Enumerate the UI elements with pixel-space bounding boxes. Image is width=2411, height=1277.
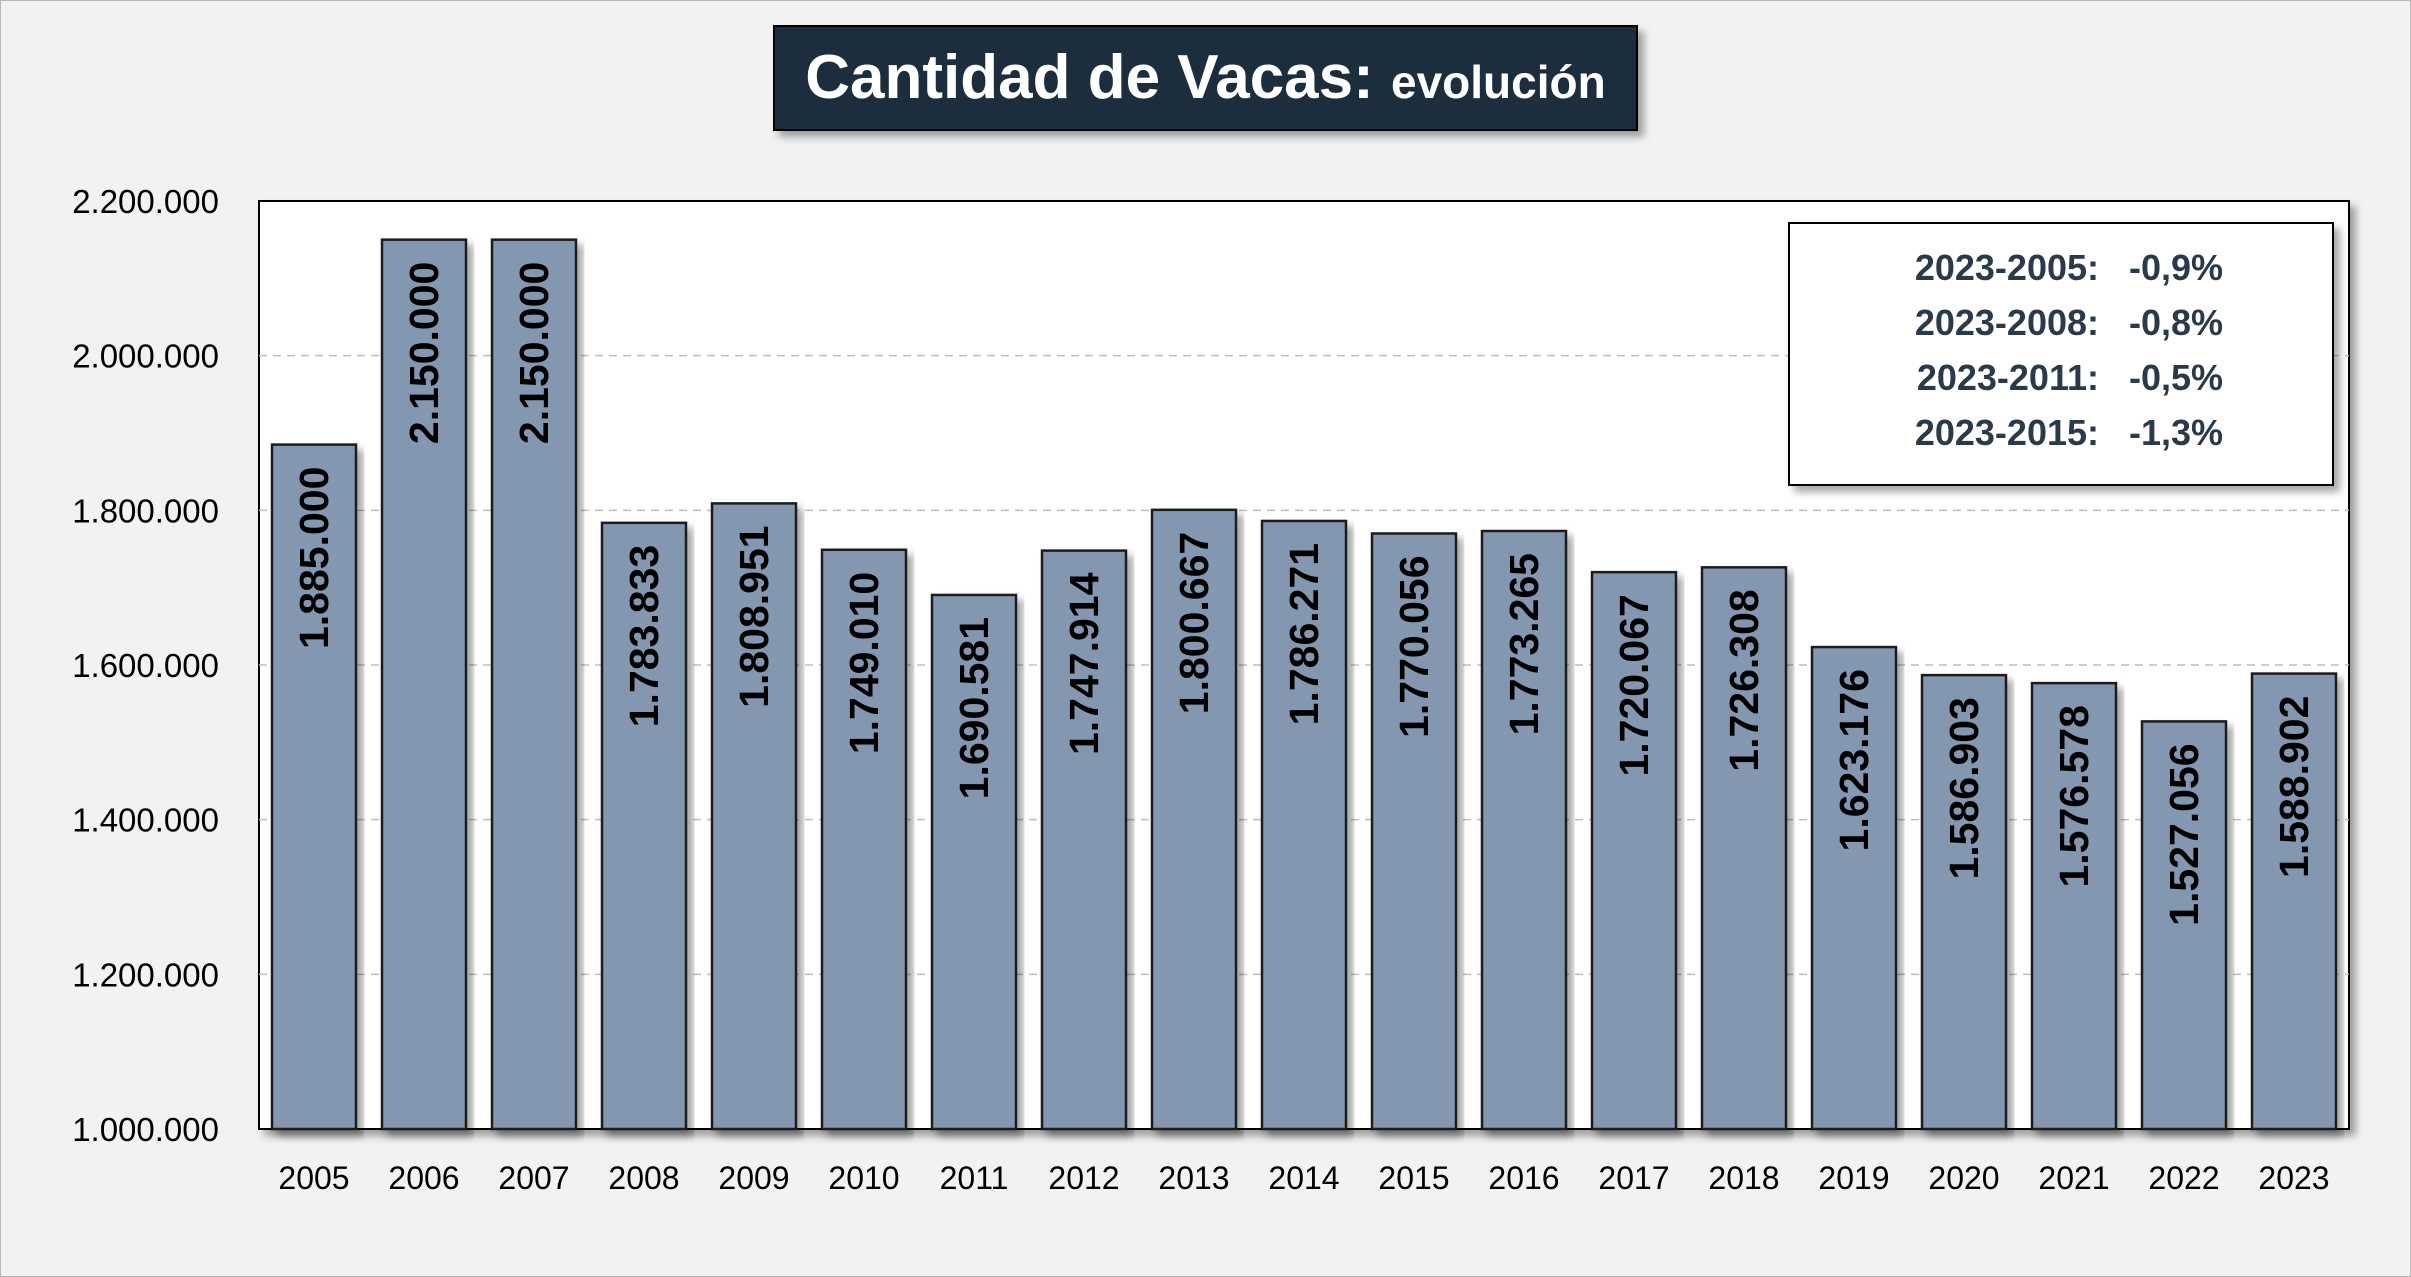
chart-subtitle: evolución — [1391, 56, 1606, 108]
x-tick-label: 2009 — [718, 1160, 789, 1196]
x-tick-label: 2017 — [1598, 1160, 1669, 1196]
y-tick-label: 2.000.000 — [72, 338, 219, 375]
y-tick-label: 1.000.000 — [72, 1111, 219, 1148]
y-tick-label: 1.600.000 — [72, 647, 219, 684]
x-tick-label: 2007 — [498, 1160, 569, 1196]
x-tick-label: 2014 — [1268, 1160, 1339, 1196]
x-tick-label: 2023 — [2258, 1160, 2329, 1196]
bar — [710, 502, 798, 1131]
annotation-period: 2023-2008: — [1915, 302, 2099, 343]
bar — [1480, 529, 1568, 1131]
bar-value-label: 1.749.010 — [841, 572, 887, 754]
x-tick-label: 2008 — [608, 1160, 679, 1196]
bar — [380, 238, 468, 1131]
bar — [1370, 532, 1458, 1131]
title-box — [773, 25, 1638, 131]
x-tick-label: 2011 — [940, 1160, 1009, 1196]
bar — [490, 238, 578, 1131]
bar-value-label: 2.150.000 — [511, 262, 557, 444]
bar-value-label: 1.885.000 — [291, 467, 337, 649]
bar — [2030, 681, 2118, 1131]
x-tick-label: 2015 — [1378, 1160, 1449, 1196]
bar-value-label: 1.773.265 — [1501, 553, 1547, 735]
bar-value-label: 1.720.067 — [1611, 594, 1657, 776]
bar — [1040, 549, 1128, 1131]
bar-value-label: 1.576.578 — [2051, 705, 2097, 887]
bar — [1590, 570, 1678, 1131]
annotation-box — [1788, 222, 2334, 486]
x-tick-label: 2016 — [1488, 1160, 1559, 1196]
bar-value-label: 1.588.902 — [2271, 696, 2317, 878]
x-tick-label: 2012 — [1048, 1160, 1119, 1196]
chart-title-main: Cantidad de Vacas: — [805, 43, 1391, 112]
y-tick-label: 1.800.000 — [72, 492, 219, 529]
bar-value-label: 1.690.581 — [951, 617, 997, 799]
annotation-value: -1,3% — [2129, 412, 2223, 453]
annotation-period: 2023-2011: — [1917, 357, 2099, 398]
x-tick-label: 2018 — [1708, 1160, 1779, 1196]
annotation-value: -0,5% — [2129, 357, 2223, 398]
bar — [1260, 519, 1348, 1131]
y-tick-label: 1.200.000 — [72, 956, 219, 993]
x-tick-label: 2005 — [278, 1160, 349, 1196]
bar-value-label: 1.726.308 — [1721, 589, 1767, 771]
bar — [1150, 508, 1238, 1131]
annotation-period: 2023-2005: — [1915, 247, 2099, 288]
x-tick-label: 2019 — [1818, 1160, 1889, 1196]
bar — [1700, 566, 1788, 1131]
y-tick-label: 1.400.000 — [72, 802, 219, 839]
bar-value-label: 1.770.056 — [1391, 555, 1437, 737]
x-tick-label: 2013 — [1158, 1160, 1229, 1196]
bar-value-label: 1.783.833 — [621, 545, 667, 727]
bar — [820, 548, 908, 1131]
bar-value-label: 1.623.176 — [1831, 669, 1877, 851]
x-tick-label: 2020 — [1928, 1160, 1999, 1196]
x-tick-label: 2010 — [828, 1160, 899, 1196]
bar-value-label: 1.786.271 — [1281, 543, 1327, 725]
bar — [2250, 672, 2338, 1131]
bar-value-label: 1.747.914 — [1061, 572, 1107, 755]
y-tick-label: 2.200.000 — [72, 183, 219, 220]
bar — [1810, 645, 1898, 1131]
bar-value-label: 1.527.056 — [2161, 743, 2207, 925]
bar — [600, 521, 688, 1131]
bar — [2140, 720, 2228, 1131]
bar-value-label: 1.800.667 — [1171, 532, 1217, 714]
x-tick-label: 2006 — [388, 1160, 459, 1196]
x-tick-label: 2022 — [2148, 1160, 2219, 1196]
x-tick-label: 2021 — [2038, 1160, 2109, 1196]
bar — [1920, 673, 2008, 1131]
annotation-value: -0,9% — [2129, 247, 2223, 288]
chart-title: Cantidad de Vacas: evolución — [805, 43, 1605, 112]
bar-value-label: 1.586.903 — [1941, 697, 1987, 879]
bar — [270, 443, 358, 1131]
annotation-value: -0,8% — [2129, 302, 2223, 343]
bar-value-label: 2.150.000 — [401, 262, 447, 444]
annotation-period: 2023-2015: — [1915, 412, 2099, 453]
bar — [930, 593, 1018, 1131]
bar-value-label: 1.808.951 — [731, 525, 777, 707]
